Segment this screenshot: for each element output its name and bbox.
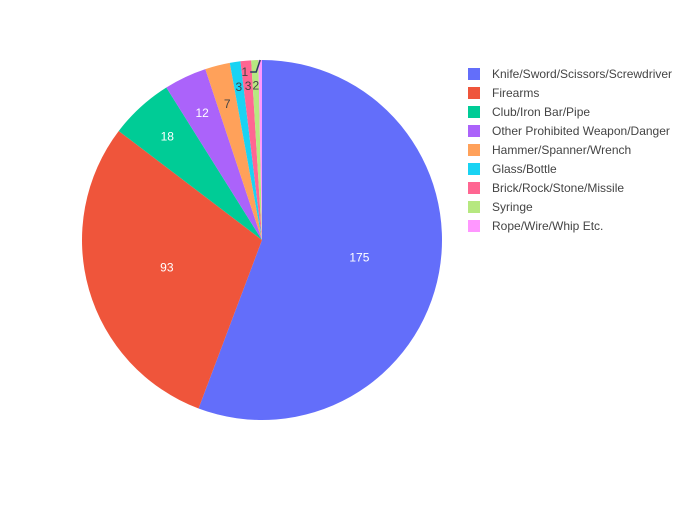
pie-slice[interactable] — [118, 87, 262, 241]
legend-label: Firearms — [492, 86, 539, 100]
legend-item[interactable]: Club/Iron Bar/Pipe — [468, 105, 590, 119]
legend-swatch — [468, 144, 480, 156]
slice-value-label: 3 — [245, 79, 252, 93]
legend-label: Knife/Sword/Scissors/Screwdriver — [492, 67, 672, 81]
legend-label: Hammer/Spanner/Wrench — [492, 143, 631, 157]
legend-swatch — [468, 68, 480, 80]
pie-slice[interactable] — [251, 60, 262, 240]
slice-value-label: 12 — [195, 106, 209, 120]
pie-slice[interactable] — [240, 60, 262, 240]
legend-item[interactable]: Firearms — [468, 86, 539, 100]
legend-swatch — [468, 163, 480, 175]
slice-value-label: 1 — [242, 65, 249, 79]
pie-slice[interactable] — [166, 69, 262, 240]
legend-swatch — [468, 220, 480, 232]
pie-slices — [81, 60, 442, 420]
pie-slice[interactable] — [258, 60, 262, 240]
legend-swatch — [468, 125, 480, 137]
slice-value-label: 93 — [160, 260, 174, 274]
slice-value-label: 175 — [349, 251, 369, 265]
legend: Knife/Sword/Scissors/Screwdriver Firearms… — [468, 67, 672, 233]
legend-swatch — [468, 87, 480, 99]
legend-item[interactable]: Rope/Wire/Whip Etc. — [468, 219, 603, 233]
leader-line — [250, 59, 261, 73]
legend-swatch — [468, 106, 480, 118]
legend-item[interactable]: Glass/Bottle — [468, 162, 557, 176]
slice-value-label: 3 — [236, 80, 243, 94]
legend-swatch — [468, 201, 480, 213]
legend-label: Syringe — [492, 200, 533, 214]
legend-item[interactable]: Brick/Rock/Stone/Missile — [468, 181, 624, 195]
legend-swatch — [468, 182, 480, 194]
legend-label: Other Prohibited Weapon/Danger — [492, 124, 670, 138]
pie-slice[interactable] — [205, 62, 262, 241]
legend-item[interactable]: Hammer/Spanner/Wrench — [468, 143, 631, 157]
legend-label: Rope/Wire/Whip Etc. — [492, 219, 603, 233]
legend-item[interactable]: Other Prohibited Weapon/Danger — [468, 124, 670, 138]
pie-labels: 175 93 18 12 73 3 21 — [160, 59, 370, 274]
legend-label: Glass/Bottle — [492, 162, 557, 176]
legend-item[interactable]: Syringe — [468, 200, 533, 214]
slice-value-label: 2 — [252, 78, 259, 92]
legend-label: Brick/Rock/Stone/Missile — [492, 181, 624, 195]
slice-value-label: 18 — [161, 129, 175, 143]
pie-slice[interactable] — [81, 131, 262, 409]
pie-slice[interactable] — [229, 61, 262, 240]
legend-label: Club/Iron Bar/Pipe — [492, 105, 590, 119]
pie-slice[interactable] — [198, 60, 442, 420]
legend-item[interactable]: Knife/Sword/Scissors/Screwdriver — [468, 67, 672, 81]
slice-value-label: 7 — [224, 97, 231, 111]
